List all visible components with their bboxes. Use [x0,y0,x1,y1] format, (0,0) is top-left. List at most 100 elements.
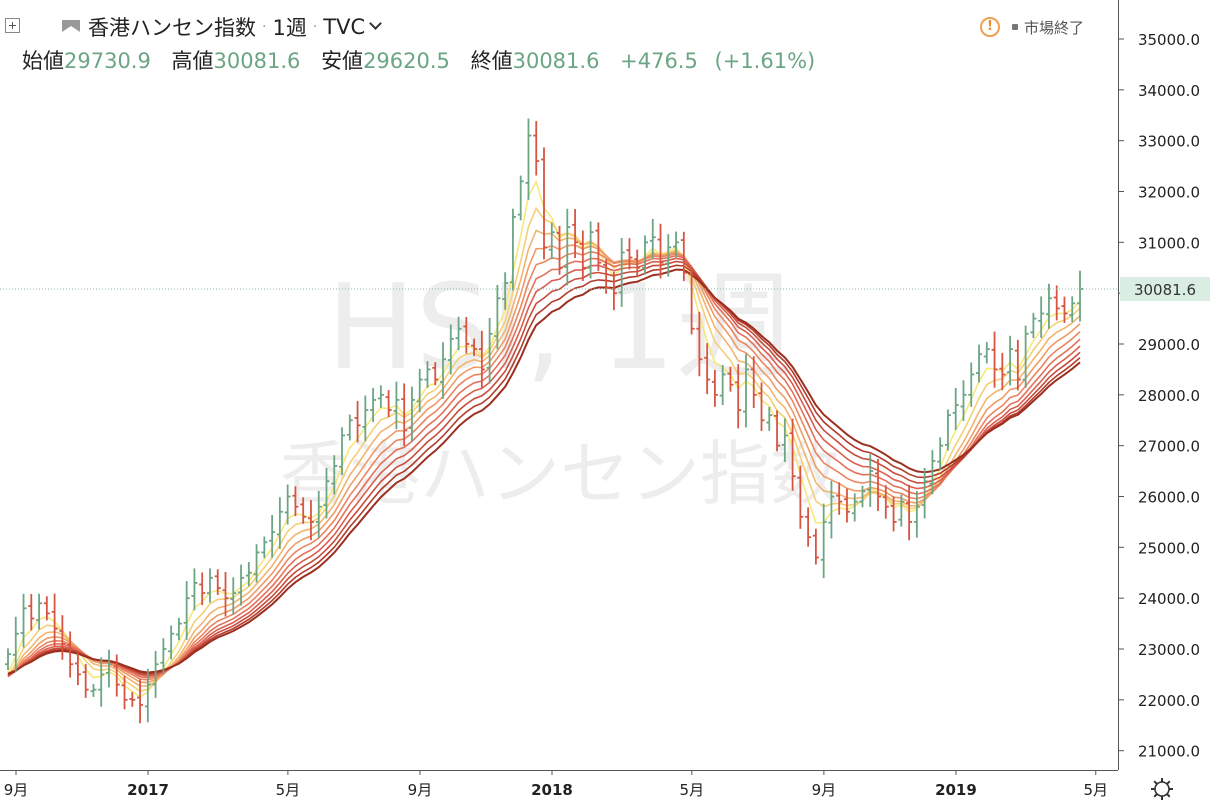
ohlc-bar [541,147,547,260]
ohlc-bar [222,571,229,617]
settings-gear-icon[interactable] [1151,778,1173,800]
open-label: 始値 [22,49,64,73]
ohlc-bar [463,316,470,354]
ohlc-bar [98,657,105,707]
ohlc-bar [673,231,680,258]
ohlc-bar [36,593,43,630]
ohlc-bar [90,683,97,697]
ribbon-line-7 [7,257,1081,677]
ohlc-bar [43,596,50,621]
ohlc-bar [284,484,291,525]
ohlc-bar [517,175,524,221]
last-price-label: 30081.6 [1134,281,1196,299]
ohlc-bar [525,118,532,200]
y-tick-label: 25000.0 [1138,539,1200,557]
high-value: 30081.6 [213,49,301,73]
ohlc-bar [323,467,330,519]
ohlc-bar [175,617,182,641]
ohlc-bar [362,395,369,442]
ohlc-bar [1022,325,1029,388]
ohlc-bar [781,418,788,462]
gear-tooth [1166,793,1171,798]
ohlc-bar [502,272,509,310]
ohlc-bar [238,564,245,606]
ohlc-bar [346,414,353,441]
ohlc-bar [665,234,672,277]
ohlc-bar [28,594,35,631]
ohlc-bar [805,507,812,547]
ohlc-bar [976,344,983,383]
y-tick-label: 33000.0 [1138,133,1200,151]
ohlc-bar [797,465,804,529]
ohlc-bar [393,381,400,430]
ohlc-bar [843,488,850,523]
change-value: +476.5 [620,49,698,73]
warning-icon[interactable]: ! [980,17,1000,37]
ohlc-bar [121,675,128,710]
ohlc-bar [74,652,81,686]
chart-header: 香港ハンセン指数 · 1週 · TVC 始値29730.9 高値30081.6 … [0,0,1118,80]
ohlc-bar [20,593,27,648]
y-tick-label: 35000.0 [1138,31,1200,49]
ohlc-bar [929,450,936,495]
symbol-title-row: 香港ハンセン指数 · 1週 · TVC [22,12,383,42]
ohlc-bar [626,238,633,270]
ohlc-bar [59,615,66,660]
ohlc-bar [828,480,835,539]
ohlc-bar [789,418,796,491]
ohlc-bar [1053,285,1060,321]
time-axis-background [0,770,1210,808]
ohlc-bar [315,490,322,538]
ohlc-bar [447,324,454,375]
x-tick-label: 2017 [127,781,169,799]
market-status[interactable]: ! 市場終了 [980,14,1084,40]
ohlc-bar [836,482,843,515]
ohlc-bar [742,353,749,428]
ohlc-bar [564,208,571,286]
ohlc-bar [952,387,959,430]
y-tick-label: 22000.0 [1138,692,1200,710]
last-price-box [1120,277,1210,302]
ohlc-bar [820,503,827,579]
ohlc-bar [168,625,175,660]
ohlc-bar [230,577,237,615]
ohlc-bar [424,361,431,388]
ohlc-bar [494,284,501,350]
ohlc-bar [618,237,625,307]
ohlc-bar [587,221,594,279]
ohlc-bar [556,225,563,275]
y-tick-label: 29000.0 [1138,336,1200,354]
ohlc-bar [67,631,74,678]
ohlc-bar [688,268,695,335]
plot-background [0,0,1118,770]
ohlc-bar [1014,339,1021,391]
ohlc-bar [152,650,159,698]
y-tick-label: 32000.0 [1138,184,1200,202]
ohlc-bar [750,356,757,409]
ohlc-bar [261,536,268,559]
collapse-legend-button[interactable] [5,18,20,33]
chevron-down-icon[interactable] [369,16,383,30]
ohlc-bar [5,648,11,670]
ohlc-bar [812,528,819,565]
ohlc-bar [269,515,276,558]
ohlc-bar [603,259,610,294]
close-label: 終値 [470,49,513,73]
low-label: 安値 [321,49,364,73]
ohlc-bar [137,679,144,724]
ohlc-bar [478,330,485,388]
ohlc-bar [1061,296,1068,323]
ohlc-bar [377,385,384,408]
ohlc-bar [548,222,555,260]
ohlc-bar [245,561,252,587]
ohlc-bar [455,316,462,351]
ohlc-bar [937,437,944,470]
flag-icon[interactable] [62,20,80,32]
exchange-label[interactable]: TVC [323,15,366,39]
symbol-name[interactable]: 香港ハンセン指数 [88,16,256,40]
ohlc-bar [875,458,882,512]
interval-label[interactable]: 1週 [272,16,307,40]
y-tick-label: 23000.0 [1138,641,1200,659]
